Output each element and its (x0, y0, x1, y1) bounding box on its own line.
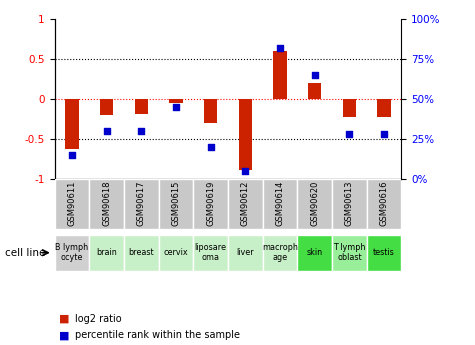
Point (276, 45, 284, 51)
Bar (89, 235, 124, 271)
Bar (66, 99, 78, 149)
Bar (297, 235, 332, 271)
Point (103, 128, 110, 134)
Text: T lymph
oblast: T lymph oblast (333, 243, 366, 262)
Point (311, 72, 318, 78)
Point (380, 132, 388, 137)
Text: GSM90616: GSM90616 (380, 181, 389, 226)
Bar (193, 179, 228, 229)
Bar (89, 179, 124, 229)
Text: GSM90617: GSM90617 (137, 181, 146, 226)
Text: GSM90613: GSM90613 (345, 181, 354, 226)
Text: brain: brain (96, 248, 117, 257)
Bar (193, 235, 228, 271)
Bar (124, 179, 159, 229)
Text: GSM90619: GSM90619 (206, 181, 215, 226)
Text: skin: skin (307, 248, 323, 257)
Text: breast: breast (129, 248, 154, 257)
Text: GSM90615: GSM90615 (171, 181, 180, 226)
Bar (204, 99, 217, 123)
Bar (367, 179, 401, 229)
Bar (55, 179, 89, 229)
Bar (378, 99, 390, 117)
Text: log2 ratio: log2 ratio (75, 314, 121, 324)
Point (68, 152, 76, 158)
Bar (239, 99, 252, 170)
Bar (228, 179, 263, 229)
Text: B lymph
ocyte: B lymph ocyte (56, 243, 88, 262)
Text: GSM90614: GSM90614 (276, 181, 285, 226)
Bar (100, 99, 113, 115)
Text: cervix: cervix (164, 248, 188, 257)
Text: testis: testis (373, 248, 395, 257)
Point (207, 145, 215, 150)
Bar (274, 51, 286, 99)
Bar (55, 235, 89, 271)
Text: GSM90618: GSM90618 (102, 181, 111, 226)
Text: GSM90620: GSM90620 (310, 181, 319, 226)
Bar (263, 235, 297, 271)
Text: ■: ■ (59, 314, 70, 324)
Bar (367, 235, 401, 271)
Bar (263, 179, 297, 229)
Point (172, 105, 180, 110)
Bar (159, 179, 193, 229)
Text: GSM90612: GSM90612 (241, 181, 250, 226)
Point (242, 169, 249, 174)
Bar (228, 235, 263, 271)
Text: liposare
oma: liposare oma (195, 243, 227, 262)
Point (346, 132, 353, 137)
Bar (135, 99, 148, 114)
Text: percentile rank within the sample: percentile rank within the sample (75, 331, 239, 340)
Bar (332, 179, 367, 229)
Text: ■: ■ (59, 331, 70, 340)
Bar (159, 235, 193, 271)
Bar (332, 235, 367, 271)
Text: macroph
age: macroph age (262, 243, 298, 262)
Point (138, 128, 145, 134)
Bar (297, 179, 332, 229)
Bar (308, 83, 321, 99)
Text: GSM90611: GSM90611 (67, 181, 76, 226)
Bar (124, 235, 159, 271)
Bar (170, 99, 182, 103)
Text: cell line: cell line (5, 248, 45, 258)
Text: liver: liver (237, 248, 254, 257)
Bar (343, 99, 356, 117)
